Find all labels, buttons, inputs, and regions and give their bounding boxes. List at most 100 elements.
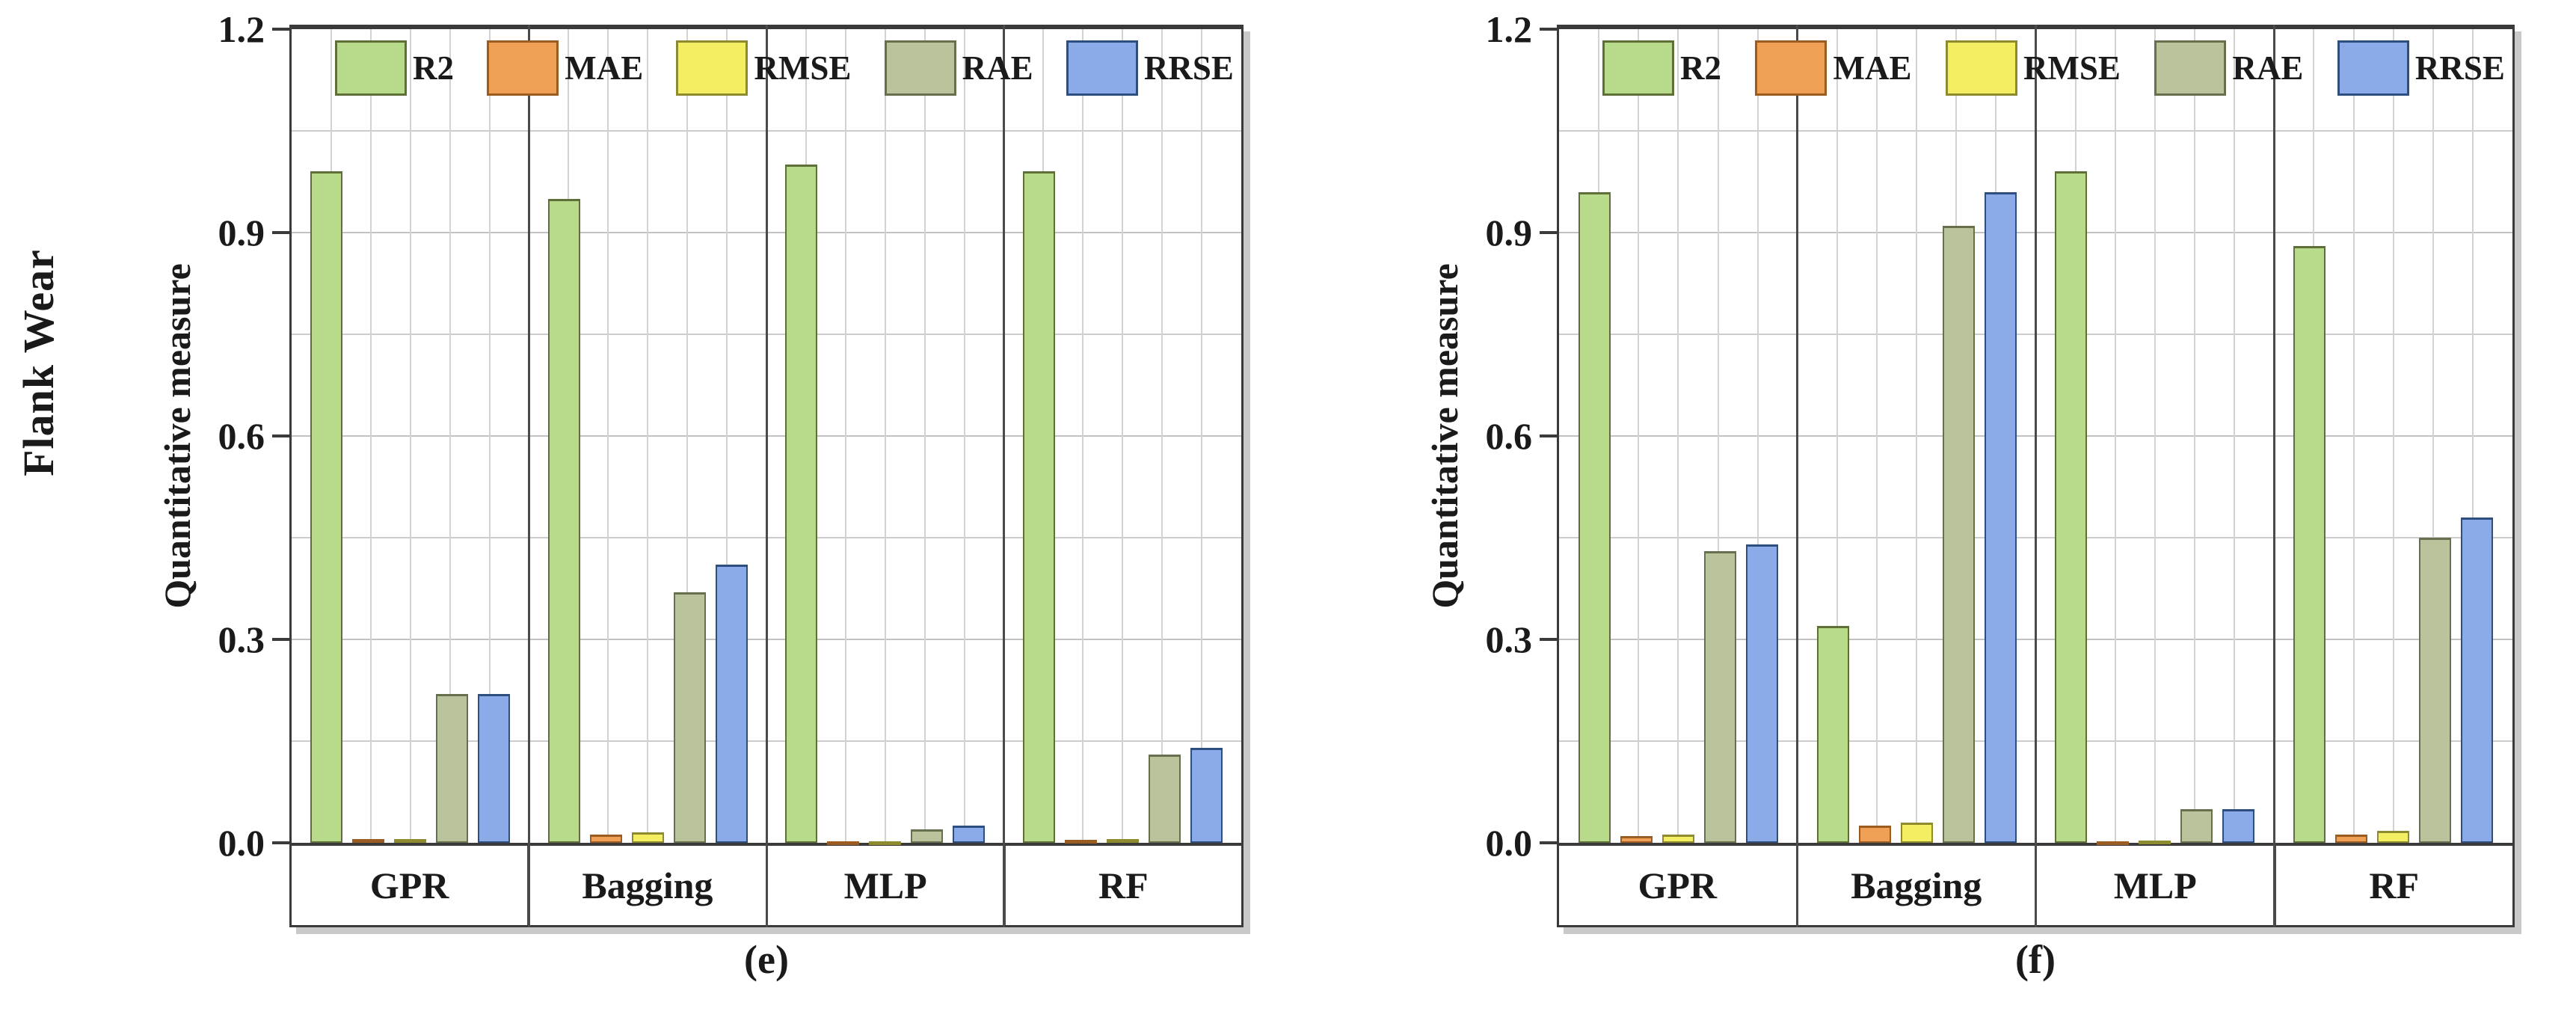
y-tick-mark xyxy=(272,841,289,844)
legend-swatch-RRSE xyxy=(1066,40,1138,96)
legend-item-RRSE: RRSE xyxy=(2337,40,2505,96)
category-separator xyxy=(2035,25,2037,927)
bar-R2-GPR xyxy=(1578,191,1611,843)
category-label-row: GPR Bagging MLP RF xyxy=(289,846,1244,927)
gridline-vertical xyxy=(1756,29,1759,843)
legend-swatch-R2 xyxy=(1602,40,1674,96)
legend-swatch-MAE xyxy=(487,40,559,96)
bar-RAE-GPR xyxy=(436,693,469,843)
legend-label-RRSE: RRSE xyxy=(1143,49,1234,87)
gridline-vertical xyxy=(2352,29,2355,843)
bar-MAE-MLP xyxy=(827,841,860,845)
legend-swatch-RAE xyxy=(2154,40,2227,96)
legend-swatch-RRSE xyxy=(2337,40,2409,96)
bar-RRSE-MLP xyxy=(953,826,986,843)
legend-label-RAE: RAE xyxy=(962,49,1033,87)
gridline-vertical xyxy=(844,29,846,843)
legend-item-RAE: RAE xyxy=(884,40,1033,96)
y-tick-label: 0.0 xyxy=(1485,822,1533,864)
bar-MAE-GPR xyxy=(1620,835,1653,843)
gridline-vertical xyxy=(2194,29,2195,843)
bar-MAE-RF xyxy=(1064,840,1097,844)
y-tick-mark xyxy=(1540,434,1557,437)
gridline-vertical xyxy=(884,29,886,843)
caption-e: (e) xyxy=(744,937,789,982)
gridline-vertical xyxy=(2471,29,2474,843)
y-tick-mark xyxy=(272,638,289,641)
y-tick-label: 1.2 xyxy=(218,8,265,50)
gridline-vertical xyxy=(726,29,728,843)
y-tick-mark xyxy=(1540,231,1557,234)
category-label-MLP: MLP xyxy=(2037,846,2276,925)
category-separator xyxy=(528,25,530,927)
category-label-GPR: GPR xyxy=(1559,846,1798,925)
gridline-vertical xyxy=(923,29,926,843)
y-tick-label: 0.0 xyxy=(218,822,265,864)
bar-R2-MLP xyxy=(2055,171,2088,843)
gridline-vertical xyxy=(686,29,689,843)
bar-RMSE-MLP xyxy=(2139,841,2171,845)
bar-MAE-Bagging xyxy=(1858,826,1891,843)
legend-item-RAE: RAE xyxy=(2154,40,2303,96)
gridline-vertical xyxy=(1161,29,1163,843)
legend-label-RMSE: RMSE xyxy=(754,49,852,87)
category-label-MLP: MLP xyxy=(768,846,1006,925)
bar-RMSE-RF xyxy=(2377,830,2410,843)
bar-RMSE-Bagging xyxy=(631,832,664,843)
y-tick-mark xyxy=(1540,638,1557,641)
legend-item-R2: R2 xyxy=(335,40,454,96)
gridline-vertical xyxy=(449,29,451,843)
legend-swatch-MAE xyxy=(1755,40,1828,96)
gridline-vertical xyxy=(1638,29,1640,843)
bar-R2-RF xyxy=(1022,171,1055,843)
legend-label-RAE: RAE xyxy=(2232,49,2304,87)
gridline-vertical xyxy=(2154,29,2156,843)
gridline-vertical xyxy=(647,29,649,843)
gridline-vertical xyxy=(409,29,411,843)
bar-RAE-MLP xyxy=(2180,808,2213,843)
bar-RRSE-GPR xyxy=(1745,544,1778,843)
bar-RRSE-RF xyxy=(2461,517,2494,843)
bar-RAE-MLP xyxy=(911,829,944,843)
gridline-vertical xyxy=(1876,29,1878,843)
gridline-vertical xyxy=(1082,29,1084,843)
category-separator xyxy=(1796,25,1799,927)
legend-item-MAE: MAE xyxy=(487,40,643,96)
legend-item-RMSE: RMSE xyxy=(676,40,851,96)
gridline-vertical xyxy=(2392,29,2394,843)
gridline-vertical xyxy=(963,29,965,843)
legend: R2 MAE RMSE RAE RRSE xyxy=(1602,40,2505,96)
legend-item-RMSE: RMSE xyxy=(1945,40,2121,96)
legend-label-R2: R2 xyxy=(1680,49,1721,87)
legend-label-MAE: MAE xyxy=(1833,49,1912,87)
gridline-vertical xyxy=(1677,29,1679,843)
gridline-vertical xyxy=(369,29,372,843)
bar-R2-GPR xyxy=(310,171,343,843)
gridline-vertical xyxy=(2432,29,2434,843)
bar-RMSE-Bagging xyxy=(1900,822,1933,843)
y-tick-mark xyxy=(272,231,289,234)
legend-swatch-R2 xyxy=(335,40,407,96)
caption-f: (f) xyxy=(2015,937,2056,982)
legend: R2 MAE RMSE RAE RRSE xyxy=(335,40,1234,96)
legend-swatch-RMSE xyxy=(676,40,748,96)
bar-RAE-Bagging xyxy=(673,592,706,843)
y-tick-mark xyxy=(1540,28,1557,31)
bar-RMSE-GPR xyxy=(394,838,427,843)
legend-swatch-RMSE xyxy=(1945,40,2017,96)
legend-item-R2: R2 xyxy=(1602,40,1721,96)
category-label-Bagging: Bagging xyxy=(529,846,768,925)
category-label-RF: RF xyxy=(1098,864,1149,906)
category-separator xyxy=(765,25,768,927)
bar-RAE-GPR xyxy=(1703,551,1736,843)
bar-RMSE-RF xyxy=(1106,839,1139,844)
bar-RRSE-RF xyxy=(1190,748,1223,843)
gridline-vertical xyxy=(1122,29,1124,843)
legend-label-RMSE: RMSE xyxy=(2023,49,2121,87)
y-tick-label: 0.9 xyxy=(1485,212,1533,254)
bar-MAE-MLP xyxy=(2097,841,2130,845)
legend-label-MAE: MAE xyxy=(565,49,644,87)
